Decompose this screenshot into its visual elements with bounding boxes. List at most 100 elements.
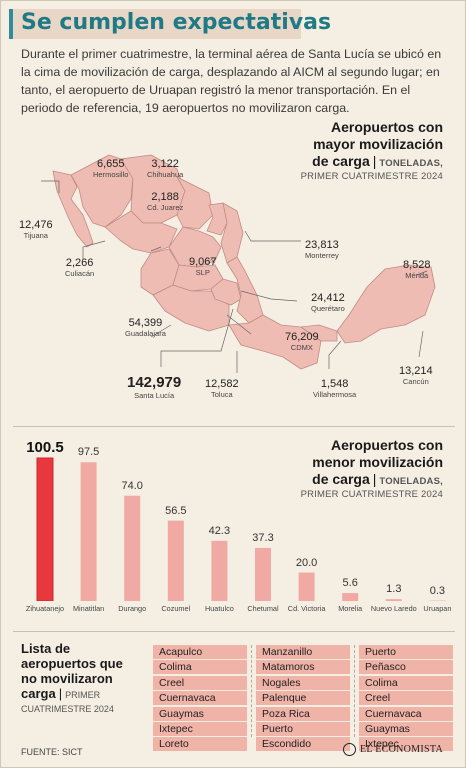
map-header-sub1: TONELADAS, [379,158,443,169]
list-item: Creel [359,691,453,706]
bars-header-line1: Aeropuertos con [330,437,443,453]
map-header: Aeropuertos con mayor movilización de ca… [301,119,443,183]
bar-huatulco [211,540,228,601]
map-label-slp: 9,067 SLP [189,256,217,277]
brand-logo: EL ECONOMISTA [342,743,443,756]
guerrero-michoacan [152,284,230,332]
map-header-line2: mayor movilización [313,136,443,152]
map-label-culiacan: 2,266 Culiacán [65,257,95,278]
list-item: Ixtepec [153,721,247,736]
bar-value-label: 97.5 [77,446,100,459]
title-accent [9,9,13,39]
bar-value-label: 5.6 [342,577,358,590]
list-item: Cuernavaca [359,706,453,721]
yucatan-peninsula [336,264,436,344]
list-item: Colima [153,660,247,675]
list-item: Escondido [256,737,350,752]
map-label-queretaro: 24,412 Querétaro [311,292,345,313]
coahuila [176,176,214,230]
bar-category-label: Morelia [338,604,363,613]
list-item: Acapulco [153,645,247,659]
list-title-line2: aeropuertos que [21,656,123,671]
bar-value-label: 0.3 [429,584,446,597]
map-label-toluca: 12,582 Toluca [205,378,239,399]
list-column-2: Manzanillo Matamoros Nogales Palenque Po… [256,645,350,753]
baja-california [52,170,94,248]
bar-cd-victoria [298,572,315,601]
bars-header-line3: de carga [312,471,370,487]
list-title-line3: no movilizaron [21,671,113,686]
intro-text: Durante el primer cuatrimestre, la termi… [21,47,442,115]
oaxaca-chiapas [228,314,322,370]
list-item: Puerto [256,721,350,736]
map-label-santa-lucia: 142,979 Santa Lucía [127,374,182,401]
list-item: Matamoros [256,660,350,675]
map-header-sub2: PRIMER CUATRIMESTRE 2024 [300,171,443,182]
list-title: Lista de aeropuertos que no movilizaron … [21,641,149,715]
bar-value-label: 20.0 [295,556,318,569]
bar-category-label: Minatitlan [72,604,105,613]
map-label-villahermosa: 1,548 Villahermosa [313,378,357,399]
bar-cozumel [167,520,184,601]
list-title-line4: carga [21,686,56,701]
list-item: Guaymas [153,706,247,721]
map-label-guadalajara: 54,399 Guadalajara [125,317,166,338]
divider-2 [13,631,455,632]
list-divider-2 [354,645,355,737]
bars-header-line2: menor movilización [312,454,443,470]
list-item: Colima [359,675,453,690]
bar-durango [124,495,141,601]
bar-chart [36,457,446,601]
title-bar [9,9,301,39]
sinaloa-durango [104,210,178,254]
list-item: Palenque [256,691,350,706]
bar-value-label: 74.0 [121,479,143,492]
bar-category-label: Huatulco [204,604,234,613]
list-item: Ixtepec [359,737,453,752]
map-label-cd-juarez: 2,188 Cd. Juarez [147,191,184,212]
bar-category-label: Cozumel [161,604,191,613]
divider-1 [13,426,455,427]
tabasco [300,324,338,342]
list-item: Guaymas [359,721,453,736]
list-item: Peñasco [359,660,453,675]
bar-nuevo-laredo [385,599,402,601]
list-divider-1 [251,645,252,737]
bars-header-sub1: TONELADAS, [379,476,443,487]
seal-icon [342,743,356,756]
list-title-line1: Lista de [21,641,71,656]
list-sub: PRIMER [65,690,101,700]
bar-value-label: 37.3 [252,531,274,544]
list-item: Manzanillo [256,645,350,659]
list-item: Cuernavaca [153,691,247,706]
map-label-merida: 8,528 Mérida [403,259,431,280]
page-title: Se cumplen expectativas [21,10,332,35]
list-sub2: CUATRIMESTRE 2024 [21,704,114,714]
map-label-cancun: 13,214 Cancún [399,365,433,386]
bar-value-label: 42.3 [208,524,231,537]
bar-zihuatanejo [36,457,54,601]
list-column-1: Acapulco Colima Creel Cuernavaca Guaymas… [153,645,247,753]
bar-category-label: Nuevo Laredo [370,604,417,613]
map-label-monterrey: 23,813 Monterrey [305,239,339,260]
map-label-tijuana: 12,476 Tijuana [19,219,53,240]
map-header-line3: de carga [312,153,370,169]
list-item: Loreto [153,737,247,752]
bar-minatitlan [80,462,97,601]
bar-value-label: 56.5 [165,504,187,517]
list-item: Puerto [359,645,453,659]
bars-header-sub2: PRIMER CUATRIMESTRE 2024 [300,489,443,500]
list-item: Poza Rica [256,706,350,721]
sonora [70,154,134,228]
bar-chetumal [255,547,271,601]
map-header-line1: Aeropuertos con [330,119,443,135]
list-column-3: Puerto Peñasco Colima Creel Cuernavaca G… [359,645,453,753]
bars-header: Aeropuertos con menor movilización de ca… [301,437,443,501]
bar-category-label: Durango [118,604,147,613]
map-header-sep: | [372,153,377,169]
bars-header-sep: | [372,471,377,487]
bar-category-label: Zihuatanejo [25,604,65,613]
map-label-cdmx: 76,209 CDMX [285,331,319,352]
bar-category-label: Uruapan [423,604,452,613]
